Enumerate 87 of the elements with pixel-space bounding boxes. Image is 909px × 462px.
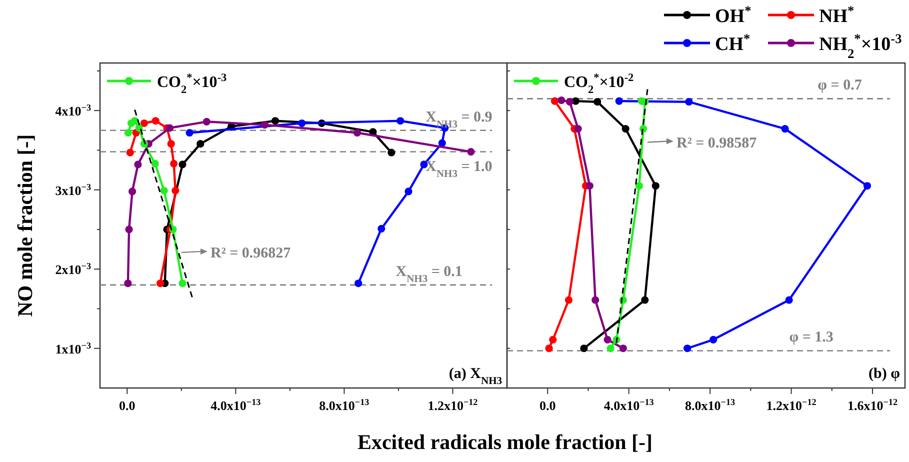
point <box>124 128 132 137</box>
point <box>467 148 475 156</box>
point <box>178 160 186 168</box>
legend-label: CO$_{2}$$^{*}$×10$^{-3}$ <box>157 72 228 96</box>
point <box>167 140 175 148</box>
point <box>260 121 268 129</box>
annotation: φ = 1.3 <box>789 330 834 346</box>
point <box>785 296 793 304</box>
point <box>550 97 559 105</box>
point <box>549 336 557 344</box>
point <box>685 98 693 106</box>
point <box>172 186 180 194</box>
x-tick-label: 4.0x10$^{−13}$ <box>210 397 262 413</box>
point <box>641 296 649 304</box>
y-tick-label: 2x10$^{−3}$ <box>55 261 92 278</box>
point <box>353 128 362 137</box>
annotation: X$_{NH3}$ = 0.1 <box>396 264 462 284</box>
point <box>594 98 602 106</box>
point <box>622 124 630 133</box>
x-tick-label: 0.0 <box>119 398 136 413</box>
point <box>586 182 594 190</box>
point <box>652 182 660 190</box>
point <box>580 344 588 352</box>
point <box>298 119 306 128</box>
point <box>354 280 362 288</box>
point <box>710 336 718 344</box>
point <box>124 280 132 288</box>
point <box>438 139 446 147</box>
point <box>160 186 168 194</box>
point <box>404 188 412 196</box>
y-tick-label: 1x10$^{−3}$ <box>55 340 92 356</box>
legend-label: CH$^{*}$ <box>715 30 750 55</box>
point <box>140 119 148 128</box>
point <box>126 148 134 156</box>
point <box>271 117 280 125</box>
x-tick-label: 8.0x10$^{−13}$ <box>685 397 736 413</box>
point <box>156 280 164 288</box>
point <box>684 344 692 352</box>
annotation: X$_{NH3}$ = 1.0 <box>426 158 492 180</box>
point <box>619 344 627 352</box>
point <box>134 160 142 168</box>
point <box>202 118 210 126</box>
x-tick-label: 0.0 <box>539 398 556 413</box>
point <box>152 117 160 125</box>
x-tick-label: 1.2x10$^{−12}$ <box>766 397 817 413</box>
y-tick-label: 3x10$^{−3}$ <box>55 182 92 198</box>
point <box>564 296 573 304</box>
legend-label: NH$_{2}$$^{*}$×10$^{-3}$ <box>819 30 902 60</box>
y-tick-label: 4x10$^{−3}$ <box>55 102 92 119</box>
point <box>128 188 136 196</box>
point <box>606 344 614 352</box>
point <box>574 124 582 133</box>
point <box>378 224 386 232</box>
point <box>396 117 404 125</box>
point <box>127 119 136 128</box>
x-tick-label: 1.2x10$^{−12}$ <box>428 397 478 413</box>
point <box>615 97 623 105</box>
x-tick-label: 1.6x10$^{−12}$ <box>847 397 898 413</box>
legend-label: CO$_{2}$$^{*}$×10$^{-2}$ <box>564 72 634 96</box>
legend-label: NH$^{*}$ <box>819 2 854 27</box>
point <box>186 128 194 137</box>
point <box>178 280 186 288</box>
point <box>781 124 789 133</box>
annotation: φ = 0.7 <box>818 78 862 94</box>
x-tick-label: 8.0x10$^{−13}$ <box>319 397 370 413</box>
annotation: (b) φ <box>868 366 900 382</box>
point <box>558 96 566 104</box>
point <box>388 148 396 156</box>
annotation: X$_{NH3}$ = 0.9 <box>426 109 492 130</box>
point <box>151 160 159 168</box>
x-tick-label: 4.0x10$^{−13}$ <box>604 397 654 413</box>
annotation: (a) X$_{NH3}$ <box>448 366 502 386</box>
x-axis-title: Excited radicals mole fraction [-] <box>357 430 653 454</box>
y-axis-title: NO mole fraction [-] <box>13 134 37 317</box>
annotation: R² = 0.96827 <box>210 245 292 262</box>
point <box>170 160 178 168</box>
point <box>604 336 612 344</box>
point <box>166 124 174 132</box>
annotation: R² = 0.98587 <box>676 135 758 152</box>
point <box>863 182 872 190</box>
point <box>196 140 204 148</box>
point <box>125 226 133 234</box>
point <box>566 98 574 106</box>
point <box>635 182 643 190</box>
legend-label: OH$^{*}$ <box>715 2 752 27</box>
point <box>545 344 553 352</box>
point <box>592 296 600 304</box>
